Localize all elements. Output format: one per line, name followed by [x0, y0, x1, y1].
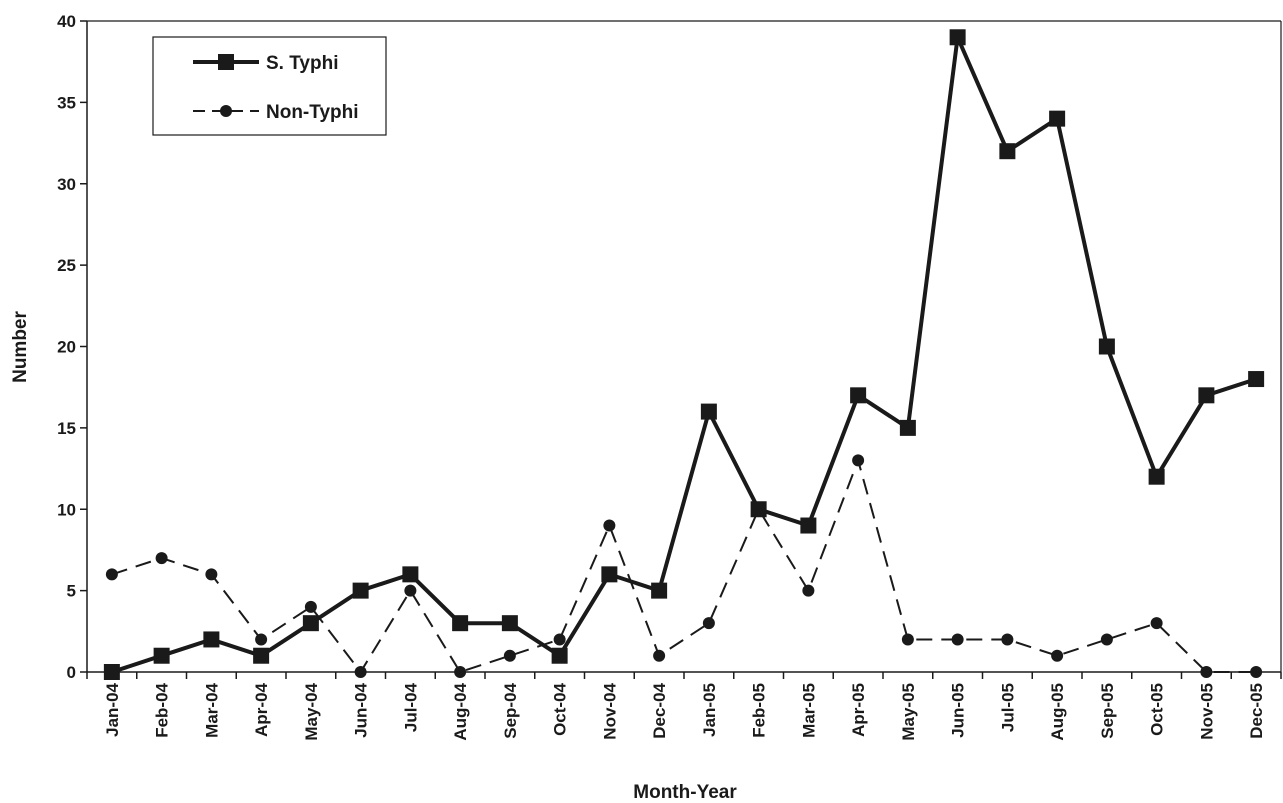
series-line-s-typhi [111, 29, 1257, 674]
data-point-non-typhi [1250, 666, 1263, 678]
x-tick-label: Dec-05 [1247, 683, 1266, 739]
data-point-s-typhi [352, 582, 369, 599]
x-tick-label: Sep-05 [1098, 683, 1117, 739]
data-point-s-typhi [850, 387, 867, 404]
data-point-s-typhi [750, 501, 767, 518]
y-tick-label: 40 [57, 12, 76, 31]
x-tick-label: Feb-05 [750, 683, 769, 738]
x-tick-label: Jun-05 [949, 683, 968, 738]
data-point-s-typhi [452, 615, 469, 632]
data-point-s-typhi [999, 143, 1016, 160]
data-point-non-typhi [1001, 633, 1014, 646]
x-tick-label: Feb-04 [153, 682, 172, 737]
data-point-s-typhi [1098, 338, 1115, 355]
x-tick-label: Jun-04 [352, 682, 371, 737]
data-point-s-typhi [601, 566, 618, 583]
y-axis-title: Number [10, 311, 31, 383]
data-point-s-typhi [800, 517, 817, 534]
data-point-non-typhi [1200, 666, 1213, 678]
data-point-non-typhi [503, 649, 516, 662]
series-s-typhi [103, 29, 1265, 680]
x-tick-label: May-05 [899, 683, 918, 741]
y-tick-label: 15 [57, 419, 76, 438]
x-tick-label: Aug-05 [1048, 683, 1067, 741]
data-point-s-typhi [651, 582, 668, 599]
legend-swatch-non-typhi-marker [220, 105, 232, 117]
data-point-non-typhi [205, 568, 218, 581]
x-tick-label: Mar-04 [202, 682, 221, 737]
x-tick-label: Nov-05 [1197, 683, 1216, 740]
y-tick-label: 0 [67, 663, 76, 682]
data-point-s-typhi [103, 664, 120, 680]
data-point-s-typhi [899, 419, 916, 436]
data-point-s-typhi [402, 566, 419, 583]
x-tick-label: Jul-05 [998, 683, 1017, 732]
x-tick-label: Jan-05 [700, 683, 719, 737]
data-point-s-typhi [551, 647, 568, 664]
data-point-non-typhi [653, 649, 666, 662]
data-point-s-typhi [1248, 371, 1265, 388]
legend-label-non-typhi: Non-Typhi [266, 102, 359, 123]
data-point-non-typhi [603, 519, 616, 532]
y-tick-label: 25 [57, 256, 76, 275]
x-tick-label: Oct-04 [551, 682, 570, 735]
series-layer [103, 29, 1265, 680]
x-tick-label: May-04 [302, 682, 321, 740]
legend-label-s-typhi: S. Typhi [266, 53, 338, 74]
y-tick-label: 10 [57, 500, 76, 519]
data-point-non-typhi [105, 568, 118, 581]
data-point-non-typhi [852, 454, 865, 467]
x-tick-label: Jan-04 [103, 682, 122, 736]
x-tick-label: Nov-04 [600, 682, 619, 739]
data-point-non-typhi [255, 633, 268, 646]
legend-swatch-s-typhi-marker [218, 54, 234, 70]
data-point-non-typhi [1051, 649, 1064, 662]
data-point-non-typhi [1150, 617, 1163, 630]
data-point-non-typhi [951, 633, 964, 646]
x-tick-label: Dec-04 [650, 682, 669, 738]
data-point-s-typhi [700, 403, 717, 420]
y-tick-label: 5 [67, 582, 76, 601]
data-point-non-typhi [155, 552, 168, 565]
x-axis-title: Month-Year [633, 782, 737, 803]
data-point-s-typhi [1198, 387, 1215, 404]
data-point-non-typhi [404, 584, 417, 597]
data-point-non-typhi [354, 666, 367, 678]
data-point-non-typhi [454, 666, 467, 678]
data-point-s-typhi [302, 615, 319, 632]
legend-box [152, 36, 387, 136]
x-tick-label: Oct-05 [1148, 683, 1167, 736]
y-tick-label: 30 [57, 175, 76, 194]
data-point-non-typhi [304, 600, 317, 613]
data-point-s-typhi [501, 615, 518, 632]
x-tick-label: Mar-05 [799, 683, 818, 738]
series-non-typhi [105, 454, 1263, 678]
data-point-s-typhi [203, 631, 220, 648]
data-point-non-typhi [802, 584, 815, 597]
data-point-non-typhi [702, 617, 715, 630]
data-point-s-typhi [1049, 110, 1066, 127]
legend: S. Typhi Non-Typhi [152, 36, 387, 136]
data-point-s-typhi [949, 29, 966, 46]
y-tick-label: 35 [57, 93, 76, 112]
data-point-non-typhi [1100, 633, 1113, 646]
axes: 0 5 10 15 20 25 30 35 40 Jan-04 Feb-04 Mar-04 Apr-04… [57, 12, 1282, 741]
data-point-non-typhi [901, 633, 914, 646]
series-line-non-typhi [111, 457, 1257, 674]
x-tick-label: Apr-05 [849, 683, 868, 737]
data-point-s-typhi [253, 647, 270, 664]
x-tick-label: Jul-04 [401, 682, 420, 732]
data-point-s-typhi [1148, 468, 1165, 485]
x-tick-label: Aug-04 [451, 682, 470, 740]
y-tick-label: 20 [57, 338, 76, 357]
data-point-non-typhi [553, 633, 566, 646]
x-tick-label: Apr-04 [252, 682, 271, 736]
x-tick-label: Sep-04 [501, 682, 520, 738]
data-point-s-typhi [153, 647, 170, 664]
